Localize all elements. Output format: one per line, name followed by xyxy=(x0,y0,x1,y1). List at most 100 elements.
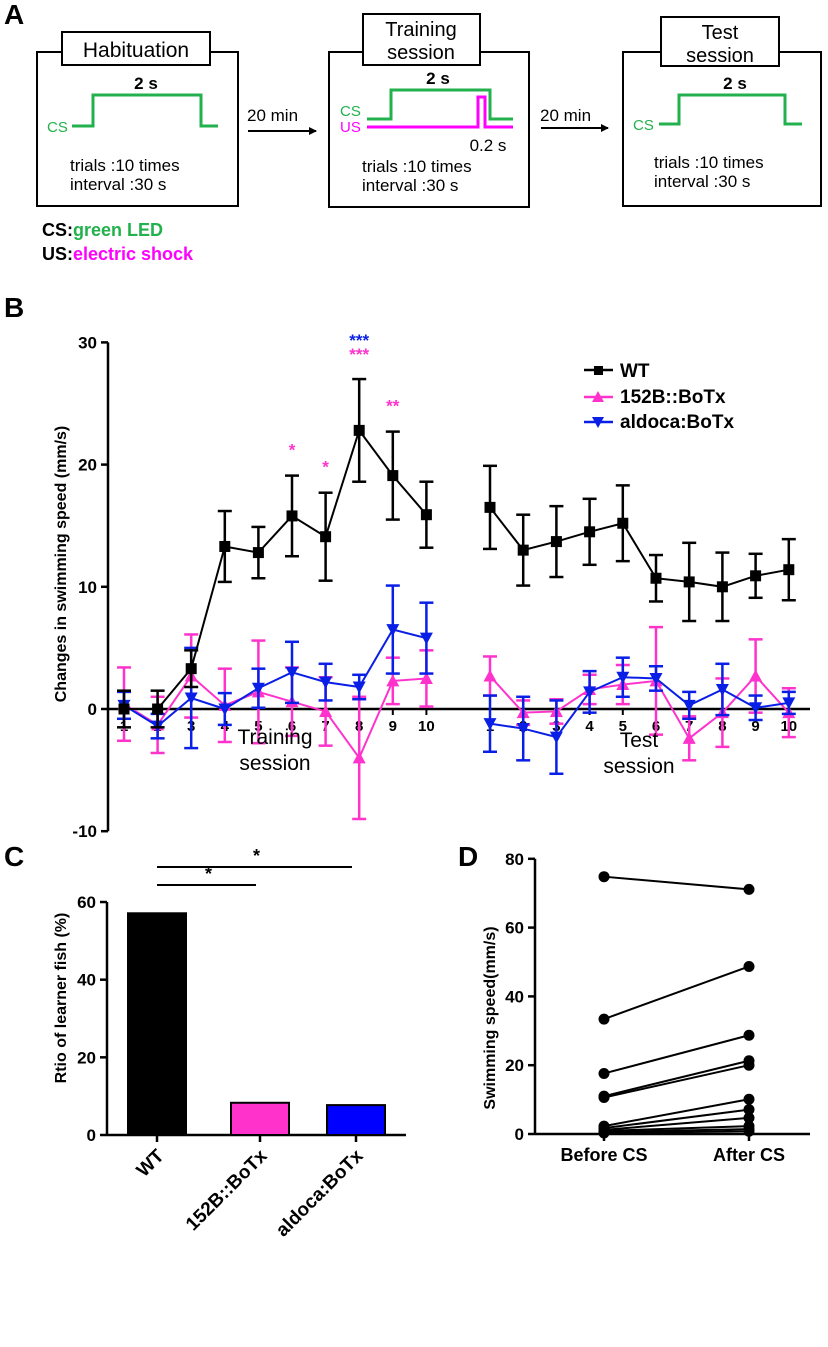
test-title-line1: Test xyxy=(702,22,739,44)
training-point-square xyxy=(252,547,264,559)
training-title-line2: session xyxy=(387,42,455,64)
test-point-triangle-down xyxy=(616,671,630,684)
test-line-1 xyxy=(489,674,790,740)
test-interval-text: interval :30 s xyxy=(654,172,750,191)
training-point-triangle-down xyxy=(386,624,400,637)
panel-c-category-label: 152B::BoTx xyxy=(182,1145,272,1235)
panel-b-axes: -1001020301122334455667788991010 xyxy=(72,333,810,841)
panel-d-ylabel: Swimming speed(mm/s) xyxy=(482,926,499,1109)
test-point-triangle-down xyxy=(715,683,729,696)
test-wave-duration: 2 s xyxy=(723,74,747,93)
panel-b-y-tick-label: -10 xyxy=(72,822,97,841)
cs-wave-duration: 2 s xyxy=(134,74,158,93)
trials-text: trials :10 times xyxy=(70,156,180,175)
habituation-title-frame xyxy=(61,31,211,66)
test-point-triangle-down xyxy=(749,702,763,715)
panel-c-significance-star: * xyxy=(205,864,212,884)
cs-legend: CS:green LED xyxy=(42,220,163,240)
panel-c-y-tick-label: 60 xyxy=(77,893,96,912)
training-point-square xyxy=(219,540,231,552)
training-point-triangle-up xyxy=(352,751,366,764)
significance-marker: ** xyxy=(386,397,400,416)
panel-c-category-label: WT xyxy=(133,1145,169,1181)
panel-d-point-before xyxy=(598,1067,610,1079)
training-interval-text: interval :30 s xyxy=(362,176,458,195)
panel-c-ylabel: Rtio of learner fish (%) xyxy=(53,913,70,1084)
significance-marker: *** xyxy=(349,345,369,364)
training-point-square xyxy=(420,509,432,521)
training-session-label-1: Training xyxy=(237,726,312,749)
significance-marker: * xyxy=(322,458,329,477)
test-point-triangle-down xyxy=(583,686,597,699)
habituation-title: Habituation xyxy=(83,39,189,62)
training-title-line1: Training xyxy=(385,19,457,41)
test-x-tick-label: 4 xyxy=(585,718,594,735)
test-point-square xyxy=(650,572,662,584)
panel-d-point-after xyxy=(743,1104,755,1116)
test-title-line2: session xyxy=(686,45,754,67)
training-point-triangle-down xyxy=(251,682,265,695)
panel-d-point-before xyxy=(598,871,610,883)
panel-c-y-tick-label: 20 xyxy=(77,1048,96,1067)
panel-d-pair-line xyxy=(603,1098,750,1128)
panel-d-point-after xyxy=(743,1093,755,1105)
training-point-triangle-down xyxy=(419,632,433,645)
training-x-tick-label: 10 xyxy=(418,718,435,735)
test-x-tick-label: 9 xyxy=(751,718,759,735)
panel-d-point-before xyxy=(598,1013,610,1025)
panel-d-point-after xyxy=(743,883,755,895)
training-point-square xyxy=(353,424,365,436)
training-point-triangle-up xyxy=(319,704,333,717)
test-x-tick-label: 5 xyxy=(619,718,627,735)
test-point-square xyxy=(584,526,596,538)
panel-d-pair-line xyxy=(603,1059,750,1098)
panel-c-bar xyxy=(326,1104,386,1137)
panel-b-ylabel: Changes in swimming speed (mm/s) xyxy=(53,426,70,703)
test-point-triangle-down xyxy=(516,723,530,736)
panel-b-label: B xyxy=(4,292,24,323)
training-point-triangle-down xyxy=(184,692,198,705)
test-line-0 xyxy=(489,506,789,588)
panel-d-label: D xyxy=(458,841,478,872)
panel-d-point-after xyxy=(743,1059,755,1071)
test-point-triangle-down xyxy=(549,731,563,744)
training-line-1 xyxy=(123,674,427,760)
cs-label: CS xyxy=(47,119,68,136)
panel-d-y-tick-label: 60 xyxy=(505,919,524,938)
panel-b-y-tick-label: 30 xyxy=(78,333,97,352)
test-point-triangle-down xyxy=(483,718,497,731)
panel-c-bar xyxy=(127,912,187,1136)
panel-d-marks xyxy=(598,871,755,1139)
panel-d-point-before xyxy=(598,1092,610,1104)
panel-d-pair-line xyxy=(603,1034,750,1075)
panel-d-pair-line xyxy=(603,1125,750,1132)
test-point-triangle-up xyxy=(682,731,696,744)
test-point-square xyxy=(783,564,795,576)
test-line-2 xyxy=(489,676,789,739)
training-point-triangle-down xyxy=(285,666,299,679)
panel-d-y-tick-label: 0 xyxy=(515,1125,524,1144)
panel-d-pair-line xyxy=(603,1108,750,1130)
training-point-square xyxy=(185,663,197,675)
panel-d-point-after xyxy=(743,960,755,972)
legend-wt-label: WT xyxy=(620,361,650,382)
panel-d-pair-line xyxy=(603,1116,750,1131)
us-legend: US:electric shock xyxy=(42,244,194,264)
panel-d-y-tick-label: 80 xyxy=(505,850,524,869)
test-point-triangle-down xyxy=(682,699,696,712)
training-wave-duration: 2 s xyxy=(426,69,450,88)
test-cs-waveform xyxy=(659,93,802,126)
training-session-label-2: session xyxy=(239,752,310,775)
test-point-triangle-down xyxy=(782,697,796,710)
panel-d-category-label: Before CS xyxy=(560,1145,647,1165)
test-cs-label: CS xyxy=(633,117,654,134)
panel-c-y-tick-label: 0 xyxy=(87,1126,96,1145)
test-point-square xyxy=(750,570,762,582)
training-point-square xyxy=(152,703,164,715)
test-point-triangle-up xyxy=(749,669,763,682)
panel-c-label: C xyxy=(4,841,24,872)
test-trials-text: trials :10 times xyxy=(654,153,764,172)
panel-b-y-tick-label: 20 xyxy=(78,456,97,475)
training-cs-waveform xyxy=(367,88,513,121)
